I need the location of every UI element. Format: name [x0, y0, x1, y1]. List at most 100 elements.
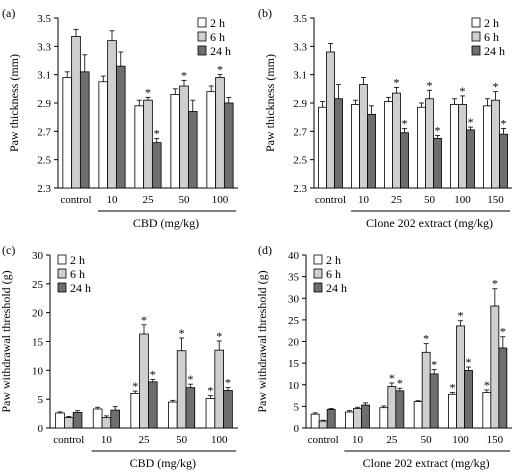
- bar: [326, 51, 335, 189]
- y-tick-label: 15: [32, 337, 44, 349]
- significance-star: *: [435, 124, 441, 138]
- legend-label: 6 h: [70, 267, 85, 281]
- y-tick-label: 20: [288, 337, 300, 349]
- x-tick-label: control: [308, 434, 339, 446]
- bar: [318, 106, 327, 189]
- bar: [214, 349, 224, 429]
- bar: [143, 99, 153, 189]
- bar: [498, 347, 508, 429]
- x-tick-label: 50: [176, 434, 188, 446]
- legend-swatch: [197, 31, 207, 42]
- x-tick-label: 150: [487, 194, 504, 206]
- bar: [187, 111, 198, 189]
- x-tick-label: 50: [424, 194, 436, 206]
- bar: [64, 417, 74, 429]
- panel-label: (c): [2, 243, 15, 257]
- significance-star: *: [217, 63, 223, 77]
- y-tick-label: 3.3: [37, 41, 51, 53]
- significance-star: *: [449, 381, 455, 395]
- y-tick-label: 0: [38, 423, 44, 435]
- bar: [134, 105, 145, 189]
- significance-star: *: [500, 325, 506, 339]
- y-tick-label: 3.5: [37, 13, 51, 25]
- bar: [429, 373, 439, 429]
- y-tick-label: 2.9: [293, 98, 307, 110]
- bar: [223, 390, 233, 429]
- legend-swatch: [471, 45, 481, 56]
- bar: [491, 99, 500, 189]
- x-axis-title: Clone 202 extract (mg/kg): [366, 216, 493, 230]
- legend-swatch: [313, 254, 323, 265]
- y-tick-label: 30: [288, 293, 300, 305]
- significance-star: *: [402, 117, 408, 131]
- significance-star: *: [501, 117, 507, 131]
- significance-star: *: [466, 355, 472, 369]
- bar: [367, 113, 376, 189]
- bar: [450, 104, 459, 189]
- x-axis-title: CBD (mg/kg): [133, 216, 199, 230]
- bar: [71, 36, 81, 189]
- legend-label: 2 h: [70, 253, 85, 267]
- significance-star: *: [397, 376, 403, 390]
- legend-label: 24 h: [326, 281, 347, 295]
- y-tick-label: 10: [32, 365, 44, 377]
- significance-star: *: [394, 75, 400, 89]
- bar: [110, 409, 120, 429]
- y-tick-label: 35: [288, 272, 300, 284]
- legend-label: 6 h: [326, 267, 341, 281]
- legend-swatch: [197, 17, 207, 28]
- bar: [421, 351, 431, 429]
- significance-star: *: [145, 85, 151, 99]
- bar: [458, 104, 467, 189]
- bar: [55, 412, 65, 429]
- legend-swatch: [313, 282, 323, 293]
- x-tick-label: 100: [452, 434, 469, 446]
- bar: [483, 105, 492, 189]
- significance-star: *: [492, 277, 498, 291]
- x-tick-label: 10: [352, 434, 364, 446]
- significance-star: *: [154, 126, 160, 140]
- y-tick-label: 2.7: [293, 126, 307, 138]
- legend-label: 6 h: [484, 30, 499, 44]
- bar: [107, 40, 117, 189]
- chart-panel-d: (d) 0 5 10 15 20 25 30 35 40 Paw withdrawal thresh…: [255, 243, 512, 470]
- x-axis-title: CBD (mg/kg): [130, 456, 196, 470]
- bar: [185, 387, 196, 429]
- significance-star: *: [460, 84, 466, 98]
- legend-label: 24 h: [210, 44, 231, 58]
- bar: [62, 77, 73, 189]
- bar: [130, 392, 141, 429]
- significance-star: *: [423, 332, 429, 346]
- legend-swatch: [471, 31, 481, 42]
- significance-star: *: [431, 358, 437, 372]
- bar: [334, 98, 343, 189]
- x-tick-label: 25: [386, 434, 398, 446]
- panel-label: (b): [258, 6, 272, 20]
- panel-label: (a): [2, 6, 15, 20]
- significance-star: *: [216, 329, 222, 343]
- bar: [482, 392, 492, 429]
- bar: [361, 404, 370, 429]
- significance-star: *: [458, 309, 464, 323]
- bar: [379, 407, 389, 429]
- bar: [433, 138, 442, 189]
- x-tick-label: 10: [107, 194, 119, 206]
- x-tick-label: 10: [101, 434, 113, 446]
- bar: [223, 102, 234, 189]
- bar: [170, 94, 181, 189]
- bar: [168, 401, 178, 429]
- x-tick-label: 25: [139, 434, 151, 446]
- significance-star: *: [427, 78, 433, 92]
- x-tick-label: control: [60, 194, 91, 206]
- bar: [72, 412, 83, 429]
- significance-star: *: [181, 68, 187, 82]
- x-tick-label: 25: [143, 194, 155, 206]
- y-tick-label: 20: [32, 308, 44, 320]
- x-tick-label: control: [53, 434, 84, 446]
- significance-star: *: [187, 372, 193, 386]
- y-tick-label: 25: [288, 315, 300, 327]
- bar: [326, 409, 336, 429]
- y-tick-label: 5: [38, 394, 44, 406]
- bar: [98, 81, 109, 189]
